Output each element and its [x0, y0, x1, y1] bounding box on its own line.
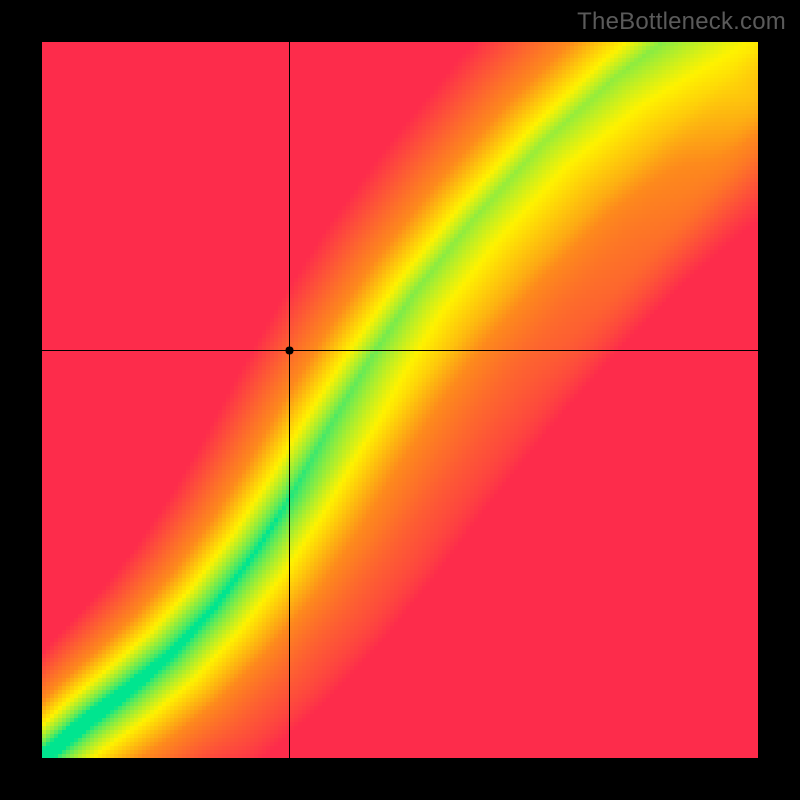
watermark-label: TheBottleneck.com: [577, 8, 786, 36]
chart-frame: TheBottleneck.com: [0, 0, 800, 800]
heatmap-canvas: [42, 42, 758, 758]
